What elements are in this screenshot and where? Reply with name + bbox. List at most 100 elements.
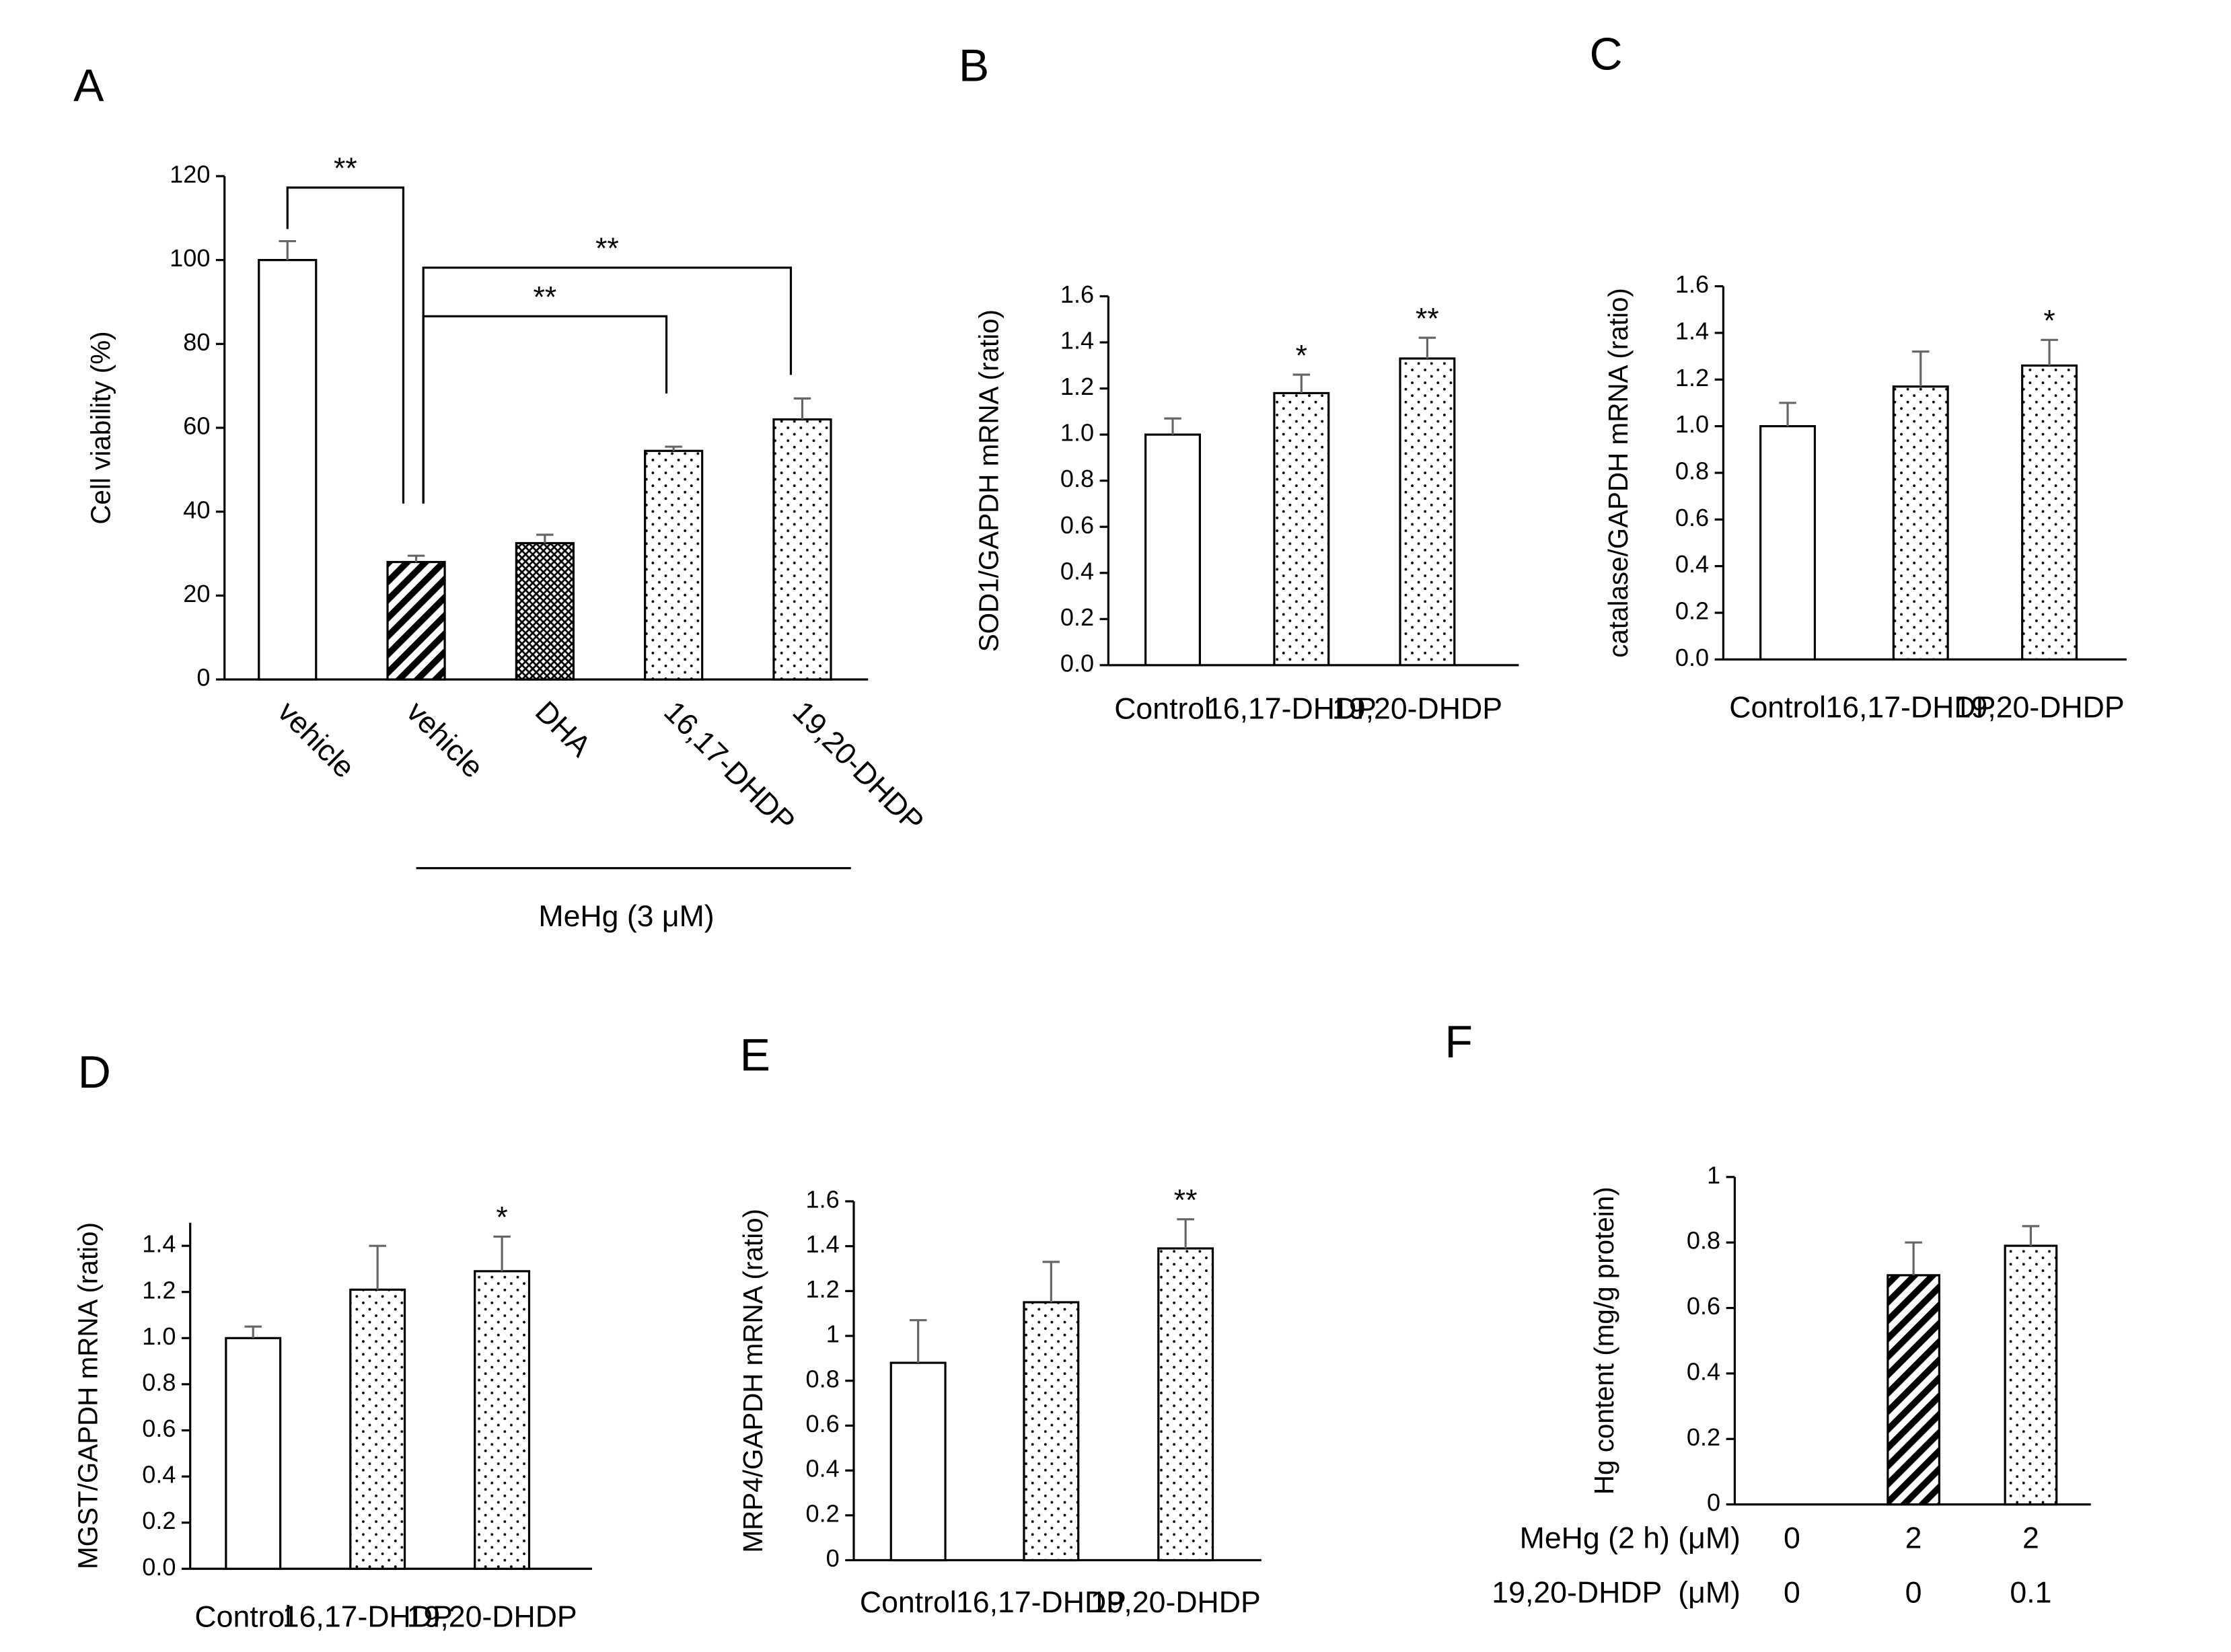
y-tick-label: 0.2: [1675, 597, 1709, 625]
panel-letter: C: [1590, 28, 1623, 79]
y-axis-title: Cell viability (%): [85, 331, 116, 524]
y-tick-label: 0.6: [1687, 1292, 1720, 1320]
y-tick-label: 1.4: [806, 1230, 840, 1258]
bar: [1157, 1247, 1214, 1562]
y-tick-label: 0.6: [1060, 511, 1094, 539]
y-tick-label: 1.4: [1060, 327, 1094, 354]
x-tick-label: 16,17-DHDP: [1825, 691, 1996, 724]
bar: [1759, 425, 1817, 661]
y-tick-label: 120: [170, 160, 210, 188]
bar: [386, 560, 446, 681]
y-tick-label: 1.6: [1060, 280, 1094, 308]
x-tick-label: 19,20-DHDP: [1954, 691, 2125, 724]
bar: [772, 418, 832, 681]
y-tick-label: 0.0: [1060, 649, 1094, 677]
x-tick-label: vehicle: [400, 695, 490, 784]
y-axis-title: Hg content (mg/g protein): [1588, 1187, 1619, 1495]
x-tick-label: 16,17-DHDP: [283, 1600, 453, 1633]
bar: [644, 449, 704, 681]
x-tick-label: 16,17-DHDP: [956, 1586, 1126, 1619]
bracket: [422, 266, 793, 504]
error-bar: [407, 554, 425, 562]
bar: [1887, 1274, 1940, 1506]
significance: *: [496, 1201, 507, 1234]
y-tick-label: 60: [183, 412, 210, 440]
panel-letter: D: [78, 1047, 111, 1098]
y-tick-label: 100: [170, 244, 210, 272]
y-tick-label: 80: [183, 328, 210, 356]
y-tick-label: 1.6: [806, 1186, 840, 1213]
y-tick-label: 0.8: [1675, 457, 1709, 485]
error-bar: [1292, 373, 1311, 393]
y-tick-label: 0.6: [806, 1410, 840, 1437]
x-tick-label: Control: [860, 1586, 957, 1619]
error-bar: [909, 1319, 927, 1363]
error-bar: [279, 239, 297, 260]
y-tick-label: 0.6: [1675, 504, 1709, 531]
x-tick-label: 16,17-DHDP: [657, 695, 801, 839]
y-tick-label: 0.4: [1060, 557, 1094, 585]
y-axis-title: catalase/GAPDH mRNA (ratio): [1603, 288, 1634, 658]
y-tick-label: 1.2: [806, 1275, 840, 1303]
x-tick-label: 19,20-DHDP: [1091, 1586, 1261, 1619]
bar: [474, 1270, 531, 1570]
y-tick-label: 1.4: [1675, 317, 1709, 344]
bar: [889, 1361, 947, 1562]
x-tick-label: vehicle: [271, 695, 361, 784]
y-tick-label: 0.4: [806, 1455, 840, 1482]
bracket: [286, 186, 405, 504]
panel-letter: A: [73, 60, 104, 111]
y-tick-label: 0.2: [1060, 603, 1094, 631]
y-tick-label: 0.2: [142, 1507, 176, 1534]
y-tick-label: 0.0: [1675, 644, 1709, 671]
y-tick-label: 1.2: [1060, 373, 1094, 400]
error-bar: [493, 1235, 511, 1271]
x-tick-label: 16,17-DHDP: [1206, 693, 1377, 726]
error-bar: [793, 397, 811, 420]
significance: **: [1416, 302, 1439, 335]
bracket: [422, 315, 668, 504]
y-tick-label: 0.2: [1687, 1423, 1720, 1451]
bar: [1892, 385, 1949, 661]
significance: *: [1296, 339, 1307, 372]
panel-letter: E: [740, 1029, 770, 1080]
condition-label: 19,20-DHDP (μM): [1492, 1576, 1741, 1609]
x-tick-label: 19,20-DHDP: [787, 695, 930, 839]
y-tick-label: 1.0: [142, 1322, 176, 1350]
y-tick-label: 1.0: [1060, 419, 1094, 447]
bar: [349, 1288, 406, 1570]
x-tick-label: Control: [194, 1600, 291, 1633]
bar: [1144, 433, 1202, 667]
y-tick-label: 1: [826, 1320, 840, 1348]
y-tick-label: 0.8: [1060, 465, 1094, 492]
error-bar: [1164, 417, 1181, 435]
error-bar: [2022, 1225, 2040, 1246]
significance: **: [1174, 1184, 1198, 1217]
y-axis-title: MGST/GAPDH mRNA (ratio): [73, 1222, 104, 1569]
y-tick-label: 0.0: [142, 1553, 176, 1581]
y-tick-label: 0.8: [142, 1368, 176, 1396]
bar: [2004, 1244, 2058, 1506]
error-bar: [2041, 338, 2058, 366]
y-tick-label: 1.6: [1675, 270, 1709, 298]
y-tick-label: 0.2: [806, 1499, 840, 1527]
error-bar: [1042, 1261, 1060, 1303]
condition-value: 0: [1905, 1576, 1922, 1609]
x-tick-label: Control: [1729, 691, 1826, 724]
y-tick-label: 0: [826, 1544, 840, 1572]
panel-letter: B: [959, 40, 989, 91]
y-axis-title: SOD1/GAPDH mRNA (ratio): [974, 309, 1004, 652]
x-tick-label: 19,20-DHDP: [407, 1600, 577, 1633]
group-label: MeHg (3 μM): [538, 900, 714, 933]
x-tick-label: Control: [1114, 693, 1211, 726]
bar: [2021, 364, 2078, 661]
bar: [515, 541, 575, 681]
error-bar: [1177, 1218, 1194, 1249]
y-tick-label: 40: [183, 496, 210, 523]
error-bar: [369, 1244, 386, 1290]
condition-value: 0: [1784, 1576, 1800, 1609]
error-bar: [665, 445, 682, 451]
error-bar: [1905, 1241, 1922, 1275]
y-tick-label: 0.8: [1687, 1227, 1720, 1254]
